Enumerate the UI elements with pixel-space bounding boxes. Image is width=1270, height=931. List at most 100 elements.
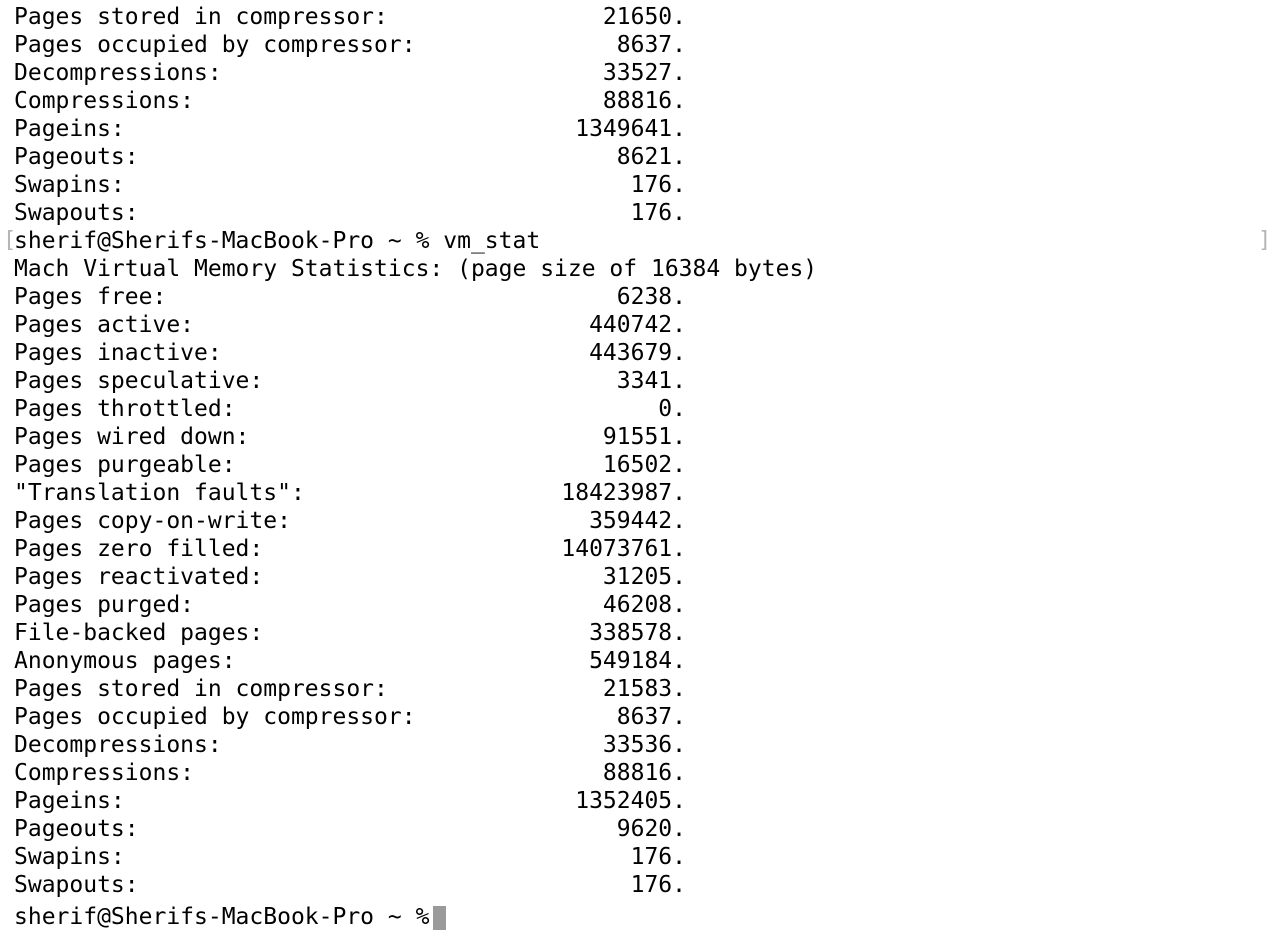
- command-line: sherif@Sherifs-MacBook-Pro ~ % vm_stat: [14, 227, 686, 255]
- stat-value: 1352405.: [575, 788, 686, 814]
- stat-line: Pages inactive: 443679.: [14, 339, 686, 367]
- stat-value: 176.: [630, 872, 686, 898]
- stat-label: Pages reactivated:: [14, 564, 264, 590]
- stat-line: Pages active: 440742.: [14, 311, 686, 339]
- stat-label: Pages occupied by compressor:: [14, 704, 416, 730]
- stat-value: 8621.: [616, 144, 686, 170]
- stat-label: Decompressions:: [14, 732, 222, 758]
- stat-line: Compressions: 88816.: [14, 759, 686, 787]
- stat-line: Swapouts: 176.: [14, 199, 686, 227]
- stat-label: Pages purged:: [14, 592, 195, 618]
- stat-line: Pages speculative: 3341.: [14, 367, 686, 395]
- stat-line: Swapouts: 176.: [14, 871, 686, 899]
- stat-value: 549184.: [589, 648, 686, 674]
- stat-value: 31205.: [602, 564, 686, 590]
- text-cursor: [433, 905, 447, 930]
- stat-value: 338578.: [589, 620, 686, 646]
- stat-value: 359442.: [589, 508, 686, 534]
- stat-value: 1349641.: [575, 116, 686, 142]
- stat-label: Swapins:: [14, 844, 125, 870]
- stat-line: Swapins: 176.: [14, 843, 686, 871]
- stat-label: Pages stored in compressor:: [14, 676, 388, 702]
- stat-line: Pages stored in compressor: 21583.: [14, 675, 686, 703]
- mark-bracket-open: [: [3, 228, 17, 253]
- stat-line: Pages purged: 46208.: [14, 591, 686, 619]
- stat-value: 88816.: [602, 760, 686, 786]
- stat-value: 440742.: [589, 312, 686, 338]
- stat-value: 18423987.: [561, 480, 686, 506]
- stat-line: Compressions: 88816.: [14, 87, 686, 115]
- stat-value: 6238.: [616, 284, 686, 310]
- stat-value: 88816.: [602, 88, 686, 114]
- stat-label: Pages stored in compressor:: [14, 4, 388, 30]
- stat-label: Pages free:: [14, 284, 167, 310]
- stat-label: Swapouts:: [14, 872, 139, 898]
- prompt: sherif@Sherifs-MacBook-Pro ~ %: [14, 904, 430, 930]
- stat-value: 9620.: [616, 816, 686, 842]
- stat-line: Pages reactivated: 31205.: [14, 563, 686, 591]
- stat-line: Pageins: 1352405.: [14, 787, 686, 815]
- stat-value: 176.: [630, 200, 686, 226]
- stat-label: Pageouts:: [14, 816, 139, 842]
- stat-line: Pages throttled: 0.: [14, 395, 686, 423]
- vm-stat-header: Mach Virtual Memory Statistics: (page si…: [14, 256, 818, 282]
- stat-line: Pageouts: 8621.: [14, 143, 686, 171]
- mark-bracket-close: ]: [1258, 228, 1270, 253]
- stat-label: Compressions:: [14, 760, 195, 786]
- stat-line: "Translation faults": 18423987.: [14, 479, 686, 507]
- stat-line: Decompressions: 33527.: [14, 59, 686, 87]
- stat-line: Pages zero filled: 14073761.: [14, 535, 686, 563]
- stat-value: 33527.: [602, 60, 686, 86]
- stat-line: Pages purgeable: 16502.: [14, 451, 686, 479]
- stat-label: Swapins:: [14, 172, 125, 198]
- command: vm_stat: [443, 228, 541, 254]
- stat-value: 21583.: [602, 676, 686, 702]
- stat-label: Decompressions:: [14, 60, 222, 86]
- stat-line: Decompressions: 33536.: [14, 731, 686, 759]
- stat-value: 176.: [630, 172, 686, 198]
- stat-label: Compressions:: [14, 88, 195, 114]
- stat-line: Pages stored in compressor: 21650.: [14, 3, 686, 31]
- stat-line: Anonymous pages: 549184.: [14, 647, 686, 675]
- stat-value: 21650.: [602, 4, 686, 30]
- stat-value: 8637.: [616, 704, 686, 730]
- stat-label: File-backed pages:: [14, 620, 264, 646]
- stat-label: Pages wired down:: [14, 424, 250, 450]
- stat-value: 8637.: [616, 32, 686, 58]
- stat-value: 33536.: [602, 732, 686, 758]
- stat-line: Pageins: 1349641.: [14, 115, 686, 143]
- stat-value: 443679.: [589, 340, 686, 366]
- stat-value: 14073761.: [561, 536, 686, 562]
- stat-label: Pages throttled:: [14, 396, 236, 422]
- stat-line: Pages free: 6238.: [14, 283, 686, 311]
- stat-label: Pages copy-on-write:: [14, 508, 291, 534]
- stat-line: Pageouts: 9620.: [14, 815, 686, 843]
- stat-value: 16502.: [602, 452, 686, 478]
- stat-value: 3341.: [616, 368, 686, 394]
- stat-line: Pages wired down: 91551.: [14, 423, 686, 451]
- stat-value: 91551.: [602, 424, 686, 450]
- stat-line: Swapins: 176.: [14, 171, 686, 199]
- stat-label: "Translation faults":: [14, 480, 305, 506]
- current-prompt-line[interactable]: sherif@Sherifs-MacBook-Pro ~ %: [14, 903, 686, 931]
- stat-label: Pageins:: [14, 116, 125, 142]
- stat-label: Pages inactive:: [14, 340, 222, 366]
- stat-label: Pages zero filled:: [14, 536, 264, 562]
- stat-label: Pages active:: [14, 312, 195, 338]
- stat-value: 0.: [658, 396, 686, 422]
- stat-label: Swapouts:: [14, 200, 139, 226]
- stat-label: Anonymous pages:: [14, 648, 236, 674]
- stat-line: Pages copy-on-write: 359442.: [14, 507, 686, 535]
- prompt: sherif@Sherifs-MacBook-Pro ~ %: [14, 228, 444, 254]
- stat-label: Pages speculative:: [14, 368, 264, 394]
- stat-label: Pages occupied by compressor:: [14, 32, 416, 58]
- stat-line: Pages occupied by compressor: 8637.: [14, 31, 686, 59]
- stat-line: File-backed pages: 338578.: [14, 619, 686, 647]
- stat-label: Pageouts:: [14, 144, 139, 170]
- stat-line: Pages occupied by compressor: 8637.: [14, 703, 686, 731]
- stat-value: 176.: [630, 844, 686, 870]
- stat-value: 46208.: [602, 592, 686, 618]
- stat-label: Pages purgeable:: [14, 452, 236, 478]
- stat-label: Pageins:: [14, 788, 125, 814]
